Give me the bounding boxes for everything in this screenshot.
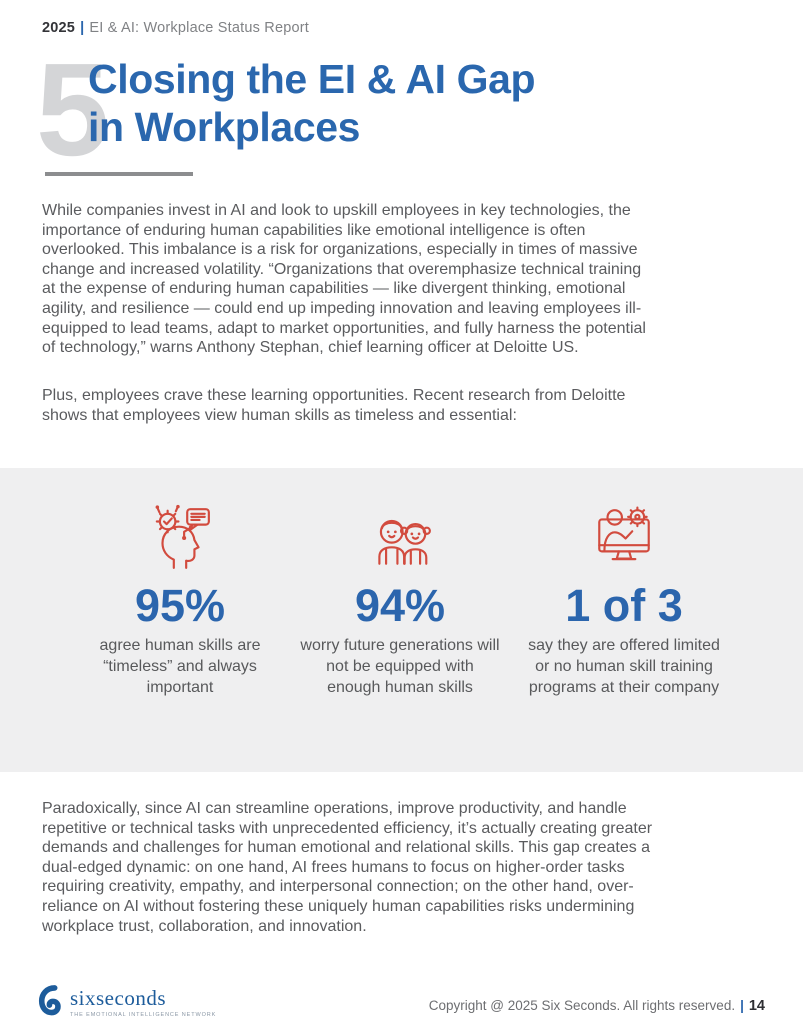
document-header: 2025 | EI & AI: Workplace Status Report xyxy=(42,20,309,36)
stat-item-future-generations: 94% worry future generations will not be… xyxy=(300,502,500,699)
stats-band: 95% agree human skills are “timeless” an… xyxy=(0,468,803,772)
page-title-line2: in Workplaces xyxy=(88,103,361,150)
footer-copyright: Copyright @ 2025 Six Seconds. All rights… xyxy=(429,998,765,1014)
chapter-number: 5 xyxy=(36,36,110,183)
sixseconds-logo-icon xyxy=(38,984,64,1021)
body-paragraph-2: Plus, employees crave these learning opp… xyxy=(42,387,626,424)
page-number: 14 xyxy=(748,998,765,1014)
stat-caption: agree human skills are “timeless” and al… xyxy=(99,637,261,696)
body-paragraph-3: Paradoxically, since AI can streamline o… xyxy=(42,800,653,935)
logo-word: sixseconds xyxy=(70,985,166,1010)
page-title-line1: Closing the EI & AI Gap xyxy=(88,56,536,102)
header-year: 2025 xyxy=(42,20,76,36)
stat-item-timeless-skills: 95% agree human skills are “timeless” an… xyxy=(80,502,280,699)
sixseconds-logo: sixseconds THE EMOTIONAL INTELLIGENCE NE… xyxy=(38,984,216,1021)
stat-caption: say they are offered limited or no human… xyxy=(528,637,720,696)
sixseconds-logo-text: sixseconds THE EMOTIONAL INTELLIGENCE NE… xyxy=(70,985,217,1018)
title-underline-rule xyxy=(45,172,193,176)
stat-value: 95% xyxy=(134,580,226,631)
header-separator: | xyxy=(80,20,85,36)
stat-item-training-programs: 1 of 3 say they are offered limited or n… xyxy=(520,502,728,699)
header-report-title: EI & AI: Workplace Status Report xyxy=(89,20,310,36)
page-title: Closing the EI & AI Gap in Workplaces xyxy=(88,56,536,151)
footer-separator: | xyxy=(740,998,744,1013)
person-computer-gear-icon xyxy=(520,502,728,574)
stat-value: 1 of 3 xyxy=(565,580,683,631)
stat-caption: worry future generations will not be equ… xyxy=(300,637,500,696)
head-circuit-speech-icon xyxy=(80,502,280,574)
body-paragraph-1: While companies invest in AI and look to… xyxy=(42,202,646,357)
logo-tagline: THE EMOTIONAL INTELLIGENCE NETWORK xyxy=(70,1011,217,1018)
copyright-text: Copyright @ 2025 Six Seconds. All rights… xyxy=(428,998,736,1013)
stat-value: 94% xyxy=(354,580,446,631)
two-children-icon xyxy=(300,502,500,574)
